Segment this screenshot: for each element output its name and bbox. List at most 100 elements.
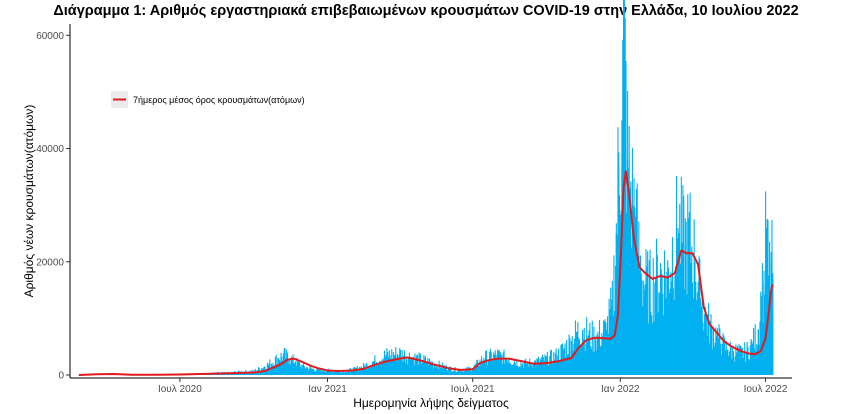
daily-case-bar: [354, 367, 356, 375]
daily-case-bar: [488, 360, 490, 375]
daily-case-bar: [337, 372, 339, 375]
daily-case-bar: [538, 362, 540, 375]
daily-case-bar: [478, 366, 480, 375]
daily-case-bar: [529, 362, 532, 375]
y-tick-label: 60000: [36, 31, 64, 42]
daily-case-bar: [739, 346, 741, 375]
daily-case-bar: [666, 271, 668, 375]
daily-case-bar: [318, 367, 320, 375]
daily-case-bar: [625, 60, 627, 375]
daily-case-bar: [282, 353, 284, 375]
daily-case-bar: [732, 345, 734, 375]
daily-case-bar: [493, 354, 495, 375]
daily-case-bar: [278, 360, 280, 375]
daily-case-bar: [675, 175, 678, 375]
daily-case-bar: [493, 352, 495, 375]
case-bar: [508, 359, 510, 375]
daily-case-bar: [556, 362, 558, 375]
daily-case-bar: [737, 351, 739, 375]
daily-case-bar: [707, 314, 709, 375]
daily-case-bar: [734, 356, 736, 375]
daily-case-bar: [312, 368, 314, 375]
daily-case-bar: [614, 310, 616, 375]
daily-case-bar: [755, 350, 757, 375]
daily-case-bar: [512, 364, 514, 375]
case-bar: [545, 359, 548, 375]
daily-case-bar: [467, 370, 469, 375]
daily-case-bar: [235, 373, 237, 375]
daily-case-bar: [471, 370, 473, 375]
daily-case-bar: [723, 335, 725, 375]
x-tick-label: Ιαν 2022: [601, 384, 640, 395]
daily-case-bar: [525, 364, 528, 375]
daily-case-bar: [339, 370, 341, 375]
daily-case-bar: [513, 363, 515, 375]
daily-case-bar: [360, 366, 362, 375]
daily-case-bar: [310, 367, 312, 375]
daily-case-bar: [610, 287, 612, 375]
daily-case-bar: [554, 360, 556, 375]
daily-case-bar: [578, 339, 581, 375]
case-bar: [326, 370, 329, 375]
daily-case-bar: [765, 191, 767, 375]
daily-case-bar: [464, 369, 466, 375]
daily-case-bar: [672, 288, 674, 375]
daily-case-bar: [599, 346, 601, 375]
daily-case-bar: [504, 363, 506, 375]
daily-case-bar: [326, 371, 328, 375]
daily-case-bar: [432, 367, 435, 375]
daily-case-bar: [510, 364, 512, 375]
case-bar: [772, 273, 774, 375]
daily-case-bar: [413, 365, 415, 375]
daily-case-bar: [303, 366, 305, 375]
daily-case-bar: [542, 354, 544, 375]
daily-case-bar: [470, 371, 472, 375]
daily-case-bar: [613, 255, 615, 375]
daily-case-bar: [468, 366, 470, 375]
case-bar: [459, 370, 461, 375]
daily-case-bar: [620, 210, 622, 375]
case-bar: [629, 188, 631, 375]
daily-case-bar: [452, 370, 455, 375]
case-bar: [283, 355, 285, 375]
x-tick-label: Ιαν 2021: [308, 384, 347, 395]
daily-case-bar: [457, 369, 459, 375]
daily-case-bar: [590, 348, 593, 375]
daily-case-bar: [322, 368, 324, 375]
daily-case-bar: [244, 372, 246, 375]
daily-case-bar: [581, 343, 583, 375]
daily-case-bar: [484, 360, 486, 375]
daily-case-bar: [359, 370, 362, 375]
daily-case-bar: [533, 360, 536, 375]
daily-case-bar: [420, 363, 422, 375]
case-bar: [624, 80, 626, 375]
daily-case-bar: [730, 348, 732, 375]
daily-case-bar: [716, 328, 718, 375]
daily-case-bar: [259, 370, 261, 375]
daily-case-bar: [729, 341, 731, 375]
case-bar: [434, 363, 436, 375]
case-bar: [521, 363, 524, 375]
case-bar: [740, 353, 743, 375]
daily-case-bar: [639, 269, 641, 375]
daily-case-bar: [463, 371, 465, 375]
daily-case-bar: [671, 281, 673, 375]
daily-case-bar: [334, 371, 336, 375]
daily-case-bar: [402, 361, 404, 375]
daily-case-bar: [281, 356, 283, 375]
daily-case-bar: [505, 358, 507, 375]
daily-case-bar: [368, 367, 370, 375]
daily-case-bar: [440, 367, 442, 375]
daily-case-bar: [724, 337, 726, 375]
daily-case-bar: [270, 367, 272, 375]
daily-case-bar: [379, 363, 382, 375]
daily-case-bar: [330, 370, 332, 375]
daily-case-bar: [704, 307, 706, 375]
daily-case-bar: [736, 345, 739, 375]
daily-case-bar: [692, 282, 694, 375]
daily-case-bar: [764, 294, 766, 375]
daily-case-bar: [428, 365, 430, 375]
daily-case-bar: [314, 371, 317, 375]
case-bar: [683, 244, 685, 375]
daily-case-bar: [317, 368, 319, 375]
